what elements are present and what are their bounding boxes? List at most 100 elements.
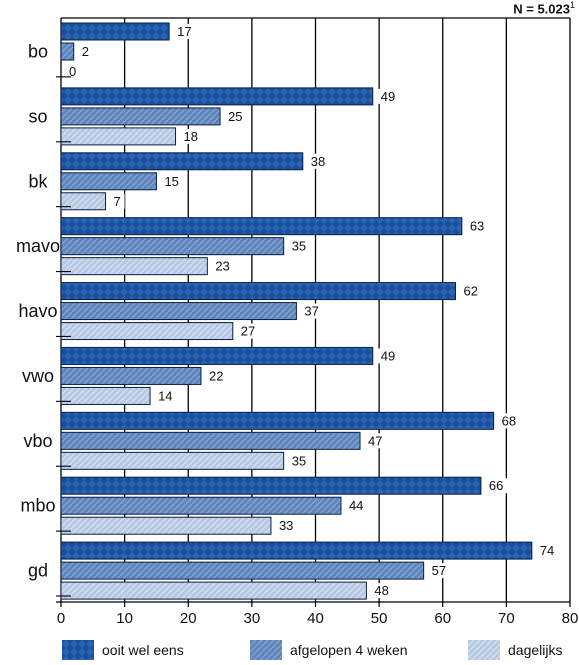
- bar-bk-series-1: [60, 172, 157, 191]
- value-label-vwo-series-0: 49: [381, 348, 395, 363]
- legend-swatch-afgelopen-4-weken: [250, 640, 282, 660]
- value-label-mbo-series-2: 33: [279, 518, 293, 533]
- value-label-havo-series-1: 37: [304, 304, 318, 319]
- value-label-bg-havo-series-2: [235, 323, 260, 339]
- value-label-bg-vbo-series-2: [286, 453, 311, 469]
- bar-gd-series-0: [60, 541, 533, 560]
- bar-gd-series-2: [60, 581, 367, 600]
- value-label-bg-bk-series-2: [108, 193, 125, 209]
- x-tick-label-0: 0: [57, 610, 65, 627]
- value-label-bg-mbo-series-2: [273, 518, 298, 534]
- value-label-gd-series-2: 48: [374, 583, 388, 598]
- bar-mbo-series-2: [60, 516, 272, 535]
- bar-havo-series-1: [60, 302, 297, 321]
- value-label-bg-vbo-series-1: [363, 433, 388, 449]
- value-label-havo-series-2: 27: [241, 324, 255, 339]
- bar-vbo-series-1: [60, 431, 361, 450]
- bar-havo-series-2: [60, 322, 234, 341]
- value-label-bg-so-series-2: [178, 128, 203, 144]
- bar-havo-series-0: [60, 282, 456, 301]
- value-label-havo-series-0: 62: [463, 284, 477, 299]
- value-label-vwo-series-1: 22: [209, 368, 223, 383]
- bar-layer: [60, 22, 533, 600]
- bar-vbo-series-0: [60, 411, 495, 430]
- y-category-label-vbo: vbo: [23, 431, 52, 451]
- bar-vwo-series-1: [60, 366, 202, 385]
- value-label-mavo-series-0: 63: [470, 219, 484, 234]
- x-tick-label-60: 60: [434, 610, 451, 627]
- value-label-bg-gd-series-1: [426, 563, 451, 579]
- y-category-label-mavo: mavo: [16, 236, 60, 256]
- value-label-bg-havo-series-0: [458, 283, 483, 299]
- value-label-bg-bo-series-2: [64, 64, 80, 79]
- value-label-so-series-0: 49: [381, 89, 395, 104]
- bar-mavo-series-2: [60, 257, 208, 276]
- value-label-bo-series-1: 2: [82, 44, 89, 59]
- bar-mbo-series-0: [60, 476, 482, 495]
- sample-size-note: N = 5.0231: [513, 0, 575, 16]
- legend-item-dagelijks: dagelijks: [468, 640, 562, 660]
- axis-layer: 0 10 20 30 40 50 60 70 80: [56, 17, 579, 627]
- value-label-bg-havo-series-1: [299, 303, 324, 319]
- value-label-bg-vbo-series-0: [496, 413, 521, 429]
- value-label-bg-so-series-0: [375, 88, 400, 104]
- bar-mavo-series-0: [60, 217, 463, 236]
- value-label-bk-series-0: 38: [311, 154, 325, 169]
- bar-bo-series-1: [60, 42, 75, 61]
- legend-item-ooit-wel-eens: ooit wel eens: [62, 640, 184, 660]
- y-category-label-so: so: [28, 106, 47, 126]
- value-label-bo-series-2: 0: [69, 64, 76, 79]
- legend-swatch-ooit-wel-eens: [62, 640, 94, 660]
- value-label-bg-bo-series-0: [172, 24, 197, 39]
- y-category-label-bk: bk: [28, 171, 48, 191]
- value-label-mbo-series-0: 66: [489, 478, 503, 493]
- bar-so-series-1: [60, 107, 221, 126]
- x-tick-label-10: 10: [116, 610, 133, 627]
- y-category-label-bo: bo: [28, 42, 48, 62]
- value-label-so-series-2: 18: [184, 129, 198, 144]
- value-label-gd-series-1: 57: [432, 563, 446, 578]
- x-tick-label-30: 30: [244, 610, 261, 627]
- value-label-bo-series-0: 17: [177, 24, 191, 39]
- value-label-bg-so-series-1: [223, 108, 248, 124]
- value-label-bg-bo-series-1: [76, 44, 93, 59]
- y-category-label-mbo: mbo: [20, 496, 55, 516]
- value-label-bk-series-2: 7: [114, 194, 121, 209]
- x-tick-label-50: 50: [371, 610, 388, 627]
- value-label-bg-vwo-series-1: [203, 368, 228, 384]
- value-label-mavo-series-1: 35: [292, 239, 306, 254]
- value-label-bg-mavo-series-0: [464, 218, 489, 234]
- value-label-vbo-series-1: 47: [368, 433, 382, 448]
- y-category-label-havo: havo: [18, 301, 57, 321]
- bar-bo-series-0: [60, 22, 170, 41]
- value-label-vbo-series-2: 35: [292, 453, 306, 468]
- value-label-bg-gd-series-0: [534, 543, 559, 559]
- legend-swatch-dagelijks: [468, 640, 500, 660]
- value-label-gd-series-0: 74: [540, 543, 554, 558]
- label-layer: bo 17 20 so 49 25 18 bk 38 15 7 mavo 63 35 23 havo 62 37 2…: [16, 24, 559, 599]
- legend-label-dagelijks: dagelijks: [508, 642, 563, 658]
- bar-mbo-series-1: [60, 496, 342, 515]
- x-tick-label-80: 80: [562, 610, 579, 627]
- value-label-bg-mbo-series-1: [343, 498, 368, 514]
- bar-so-series-0: [60, 87, 374, 106]
- legend: ooit wel eens afgelopen 4 weken dagelijk…: [0, 636, 579, 664]
- x-tick-label-20: 20: [180, 610, 197, 627]
- bar-bk-series-2: [60, 192, 107, 211]
- value-label-mbo-series-1: 44: [349, 498, 363, 513]
- sample-size-text: N = 5.023: [513, 1, 570, 17]
- legend-label-afgelopen-4-weken: afgelopen 4 weken: [290, 642, 408, 658]
- x-tick-label-40: 40: [307, 610, 324, 627]
- y-category-label-vwo: vwo: [22, 366, 54, 386]
- value-label-bg-bk-series-0: [305, 153, 330, 169]
- value-label-bg-vwo-series-2: [153, 388, 178, 404]
- legend-item-afgelopen-4-weken: afgelopen 4 weken: [250, 640, 408, 660]
- bar-so-series-2: [60, 127, 177, 146]
- value-label-bg-mavo-series-1: [286, 238, 311, 254]
- value-label-bg-mavo-series-2: [210, 258, 235, 274]
- bar-vwo-series-2: [60, 386, 151, 405]
- value-label-so-series-1: 25: [228, 109, 242, 124]
- y-category-label-gd: gd: [28, 561, 48, 581]
- value-label-bg-mbo-series-0: [483, 478, 508, 494]
- value-label-bg-gd-series-2: [369, 583, 394, 599]
